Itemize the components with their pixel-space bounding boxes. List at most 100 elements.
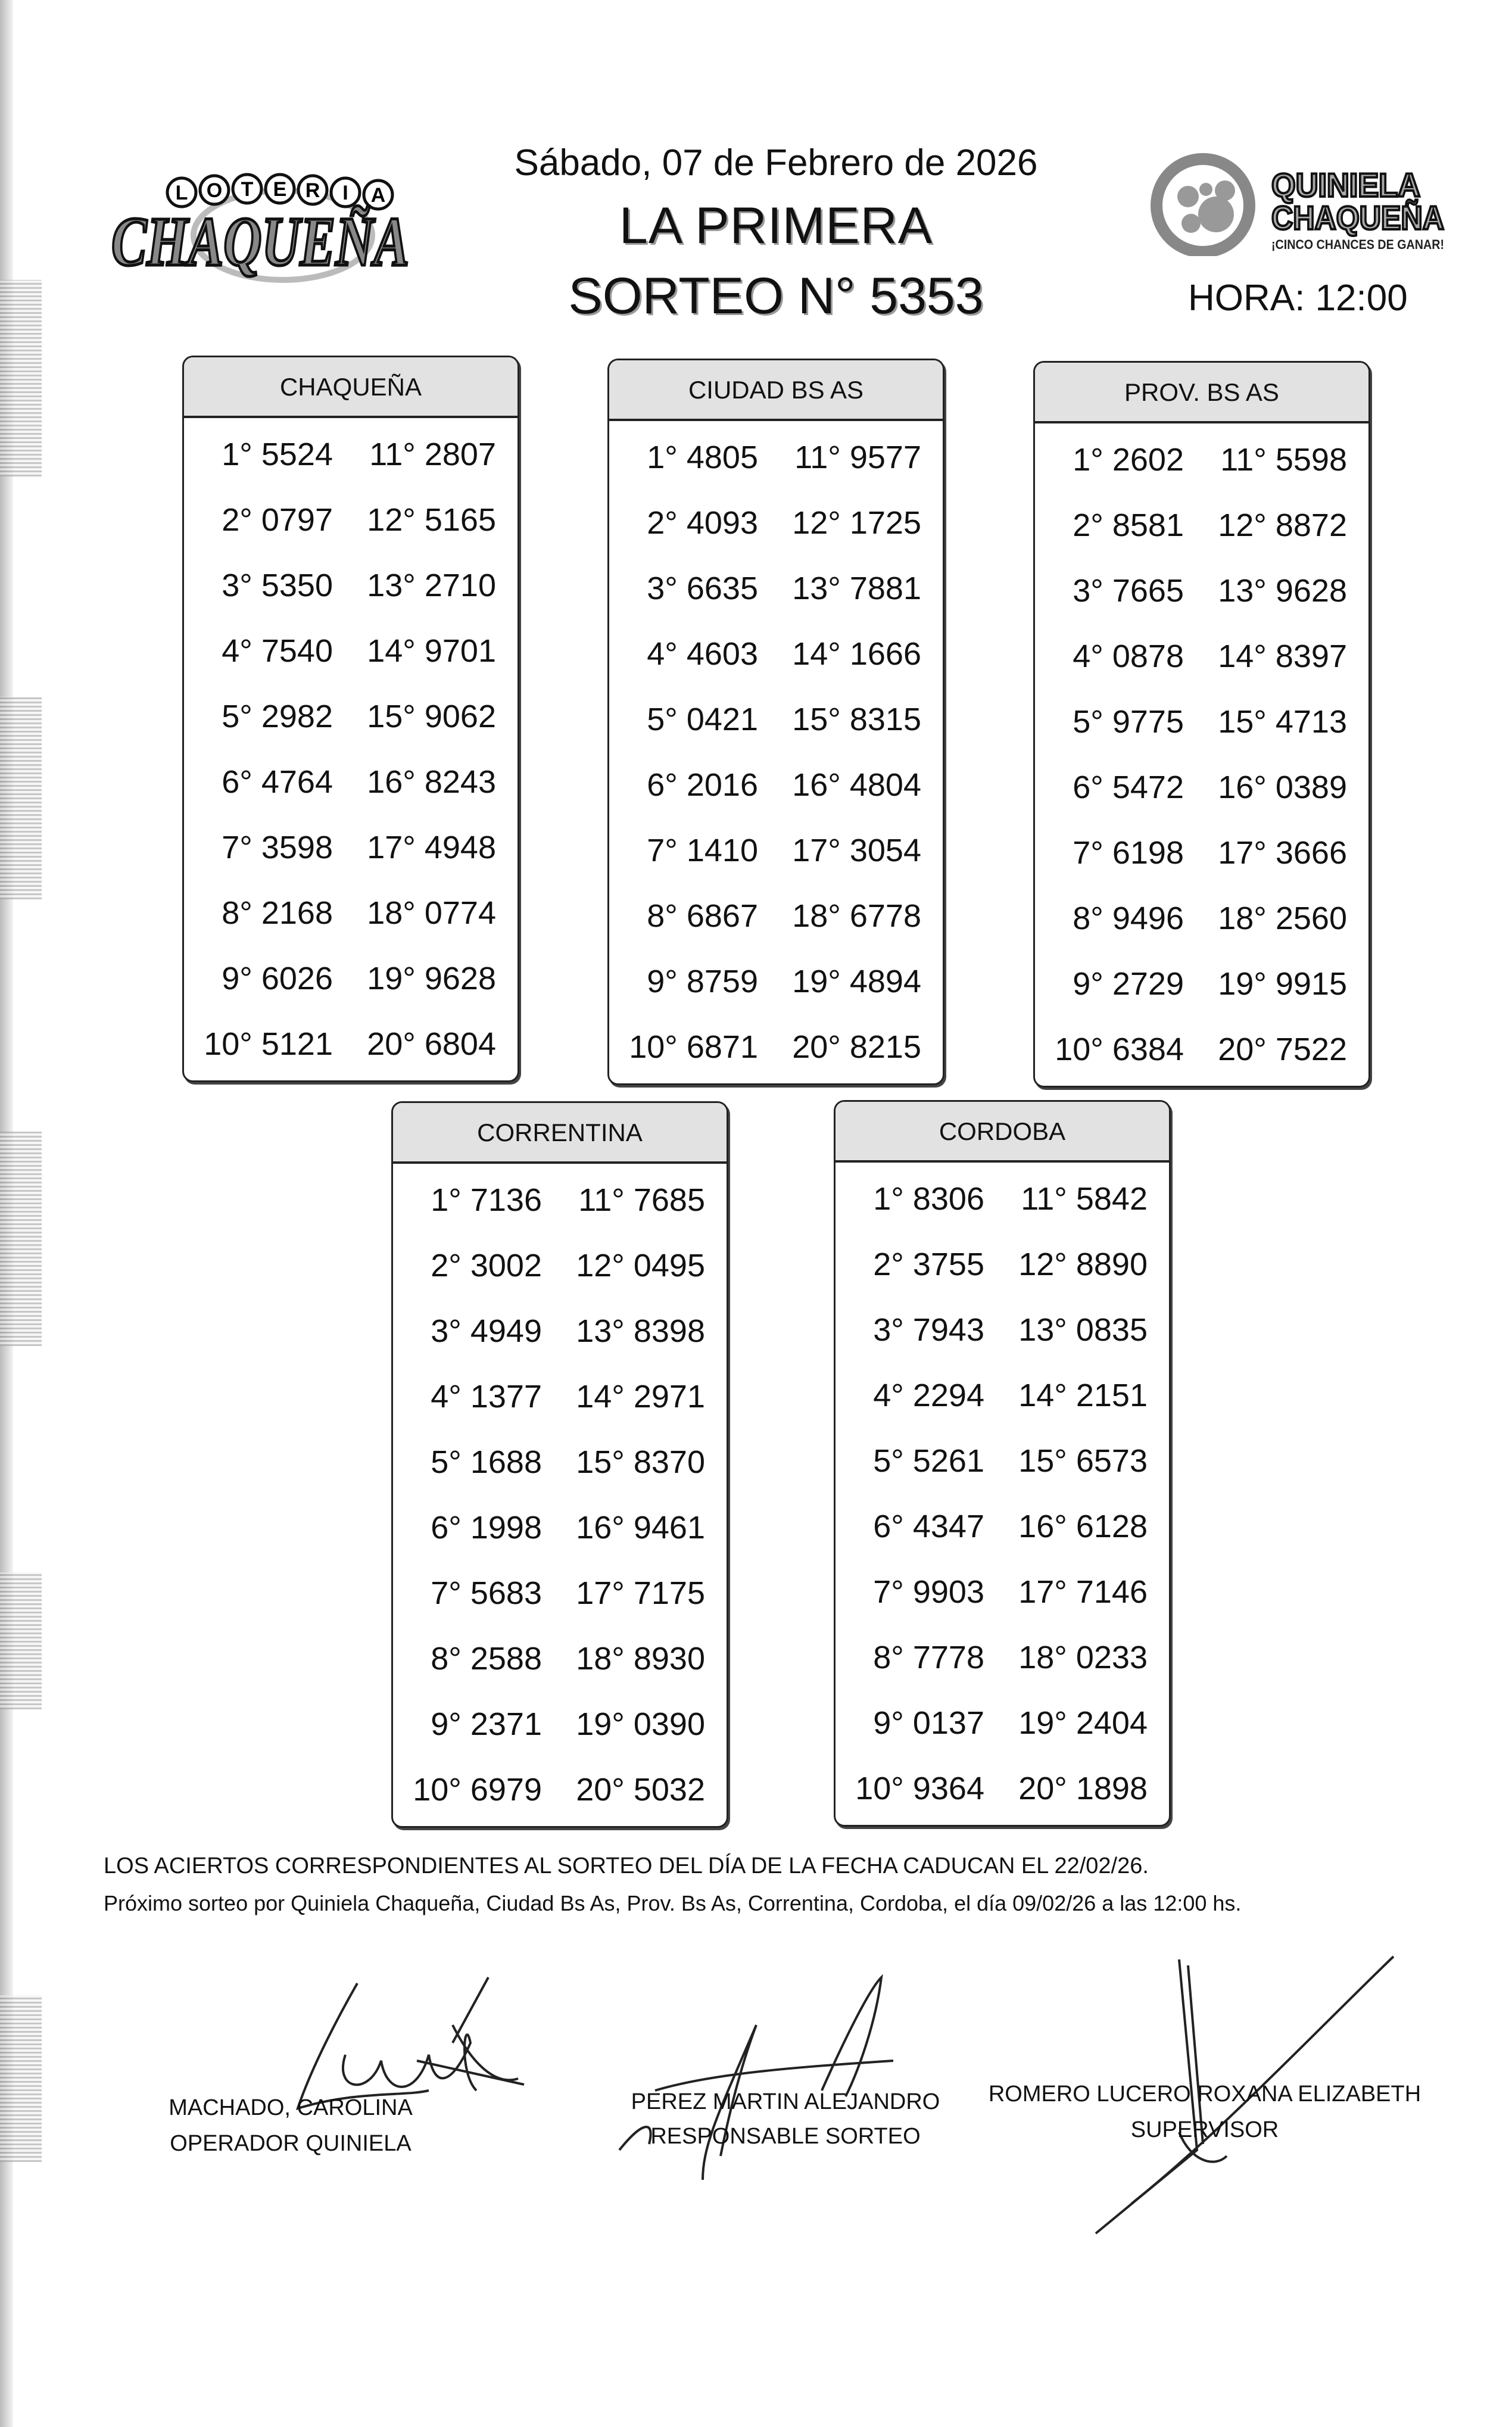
result-number: 1° 4805 [647, 440, 758, 475]
result-number: 11° 5842 [1021, 1181, 1148, 1217]
signature-name-3: ROMERO LUCERO ROXANA ELIZABETH [988, 2082, 1421, 2107]
result-number: 11° 2807 [369, 437, 496, 472]
table-row: 9° 2729 19° 9915 [1035, 950, 1368, 1015]
result-number: 12° 1725 [792, 505, 921, 541]
scan-artifact [0, 697, 42, 899]
table-row: 9° 8759 19° 4894 [609, 948, 943, 1013]
svg-text:T: T [241, 178, 254, 201]
result-number: 2° 8581 [1073, 507, 1184, 543]
result-number: 10° 6384 [1055, 1032, 1184, 1067]
result-number: 6° 2016 [647, 767, 758, 803]
svg-text:I: I [342, 182, 348, 204]
table-row: 2° 3755 12° 8890 [836, 1230, 1169, 1296]
scan-artifact [0, 1132, 42, 1346]
result-number: 18° 8930 [576, 1641, 705, 1677]
table-row: 7° 6198 17° 3666 [1035, 819, 1368, 884]
results-table-chaque-a: CHAQUEÑA 1° 5524 11° 2807 2° 0797 12° 5165 3°… [182, 356, 519, 1082]
result-number: 3° 4949 [431, 1313, 542, 1349]
result-number: 8° 9496 [1073, 901, 1184, 936]
table-header: CORDOBA [836, 1102, 1169, 1163]
scan-artifact [0, 1572, 42, 1709]
result-number: 3° 7665 [1073, 573, 1184, 609]
svg-text:E: E [273, 178, 287, 201]
table-row: 2° 3002 12° 0495 [393, 1232, 727, 1297]
result-number: 16° 6128 [1018, 1509, 1148, 1544]
result-number: 8° 2168 [222, 895, 333, 931]
svg-text:CHAQUEÑA: CHAQUEÑA [1271, 199, 1444, 236]
table-row: 10° 9364 20° 1898 [836, 1755, 1169, 1820]
result-number: 1° 8306 [873, 1181, 984, 1217]
draw-time: HORA: 12:00 [1188, 278, 1408, 319]
result-number: 14° 2151 [1018, 1378, 1148, 1413]
draw-number: SORTEO N° 5353 [568, 267, 984, 325]
result-number: 4° 1377 [431, 1379, 542, 1415]
result-number: 7° 3598 [222, 830, 333, 865]
table-row: 4° 2294 14° 2151 [836, 1362, 1169, 1427]
result-number: 19° 9915 [1218, 966, 1347, 1002]
result-number: 11° 7685 [578, 1182, 705, 1218]
result-number: 14° 2971 [576, 1379, 705, 1415]
result-number: 11° 5598 [1220, 442, 1347, 478]
table-row: 6° 2016 16° 4804 [609, 751, 943, 817]
quiniela-chaquena-logo: QUINIELA CHAQUEÑA ¡CINCO CHANCES DE GANA… [1143, 149, 1447, 258]
result-number: 9° 8759 [647, 964, 758, 999]
result-number: 2° 0797 [222, 502, 333, 538]
result-number: 16° 8243 [367, 764, 496, 800]
table-row: 9° 6026 19° 9628 [184, 945, 517, 1010]
result-number: 5° 9775 [1073, 704, 1184, 740]
result-number: 16° 4804 [792, 767, 921, 803]
result-number: 15° 4713 [1218, 704, 1347, 740]
result-number: 8° 6867 [647, 898, 758, 934]
table-header: CORRENTINA [393, 1103, 727, 1164]
table-row: 10° 6384 20° 7522 [1035, 1015, 1368, 1081]
result-number: 17° 7146 [1018, 1574, 1148, 1610]
table-row: 10° 6979 20° 5032 [393, 1756, 727, 1821]
result-number: 4° 7540 [222, 633, 333, 669]
table-row: 4° 7540 14° 9701 [184, 617, 517, 683]
table-row: 3° 4949 13° 8398 [393, 1297, 727, 1363]
table-row: 1° 4805 11° 9577 [609, 423, 943, 489]
table-header: CIUDAD BS AS [609, 360, 943, 421]
result-number: 17° 4948 [367, 830, 496, 865]
result-number: 9° 6026 [222, 961, 333, 996]
result-number: 14° 1666 [792, 636, 921, 672]
result-number: 19° 2404 [1018, 1705, 1148, 1741]
result-number: 10° 9364 [855, 1771, 984, 1806]
table-row: 6° 5472 16° 0389 [1035, 753, 1368, 819]
result-number: 3° 6635 [647, 571, 758, 606]
result-number: 11° 9577 [794, 440, 921, 475]
result-number: 5° 2982 [222, 699, 333, 734]
svg-text:CHAQUEÑA: CHAQUEÑA [111, 202, 409, 281]
result-number: 15° 9062 [367, 699, 496, 734]
result-number: 6° 4764 [222, 764, 333, 800]
table-row: 5° 9775 15° 4713 [1035, 688, 1368, 753]
result-number: 20° 5032 [576, 1772, 705, 1808]
table-row: 3° 7665 13° 9628 [1035, 557, 1368, 622]
result-number: 6° 4347 [873, 1509, 984, 1544]
svg-text:L: L [176, 182, 188, 204]
result-number: 13° 8398 [576, 1313, 705, 1349]
result-number: 15° 6573 [1018, 1443, 1148, 1479]
result-number: 20° 8215 [792, 1029, 921, 1065]
svg-text:R: R [305, 179, 320, 202]
result-number: 12° 5165 [367, 502, 496, 538]
result-number: 13° 2710 [367, 568, 496, 603]
table-row: 8° 2168 18° 0774 [184, 879, 517, 945]
result-number: 12° 0495 [576, 1248, 705, 1283]
result-number: 7° 1410 [647, 833, 758, 868]
table-row: 8° 9496 18° 2560 [1035, 884, 1368, 950]
result-number: 16° 0389 [1218, 769, 1347, 805]
result-number: 19° 9628 [367, 961, 496, 996]
result-number: 8° 2588 [431, 1641, 542, 1677]
table-row: 3° 6635 13° 7881 [609, 554, 943, 620]
results-table-correntina: CORRENTINA 1° 7136 11° 7685 2° 3002 12° 0495… [391, 1101, 728, 1828]
signature-role-1: OPERADOR QUINIELA [170, 2131, 411, 2156]
result-number: 14° 9701 [367, 633, 496, 669]
table-row: 3° 7943 13° 0835 [836, 1296, 1169, 1362]
result-number: 10° 6871 [629, 1029, 758, 1065]
result-number: 17° 3054 [792, 833, 921, 868]
result-number: 10° 6979 [413, 1772, 542, 1808]
table-row: 1° 5524 11° 2807 [184, 420, 517, 486]
result-number: 6° 5472 [1073, 769, 1184, 805]
results-table-prov-bs-as: PROV. BS AS 1° 2602 11° 5598 2° 8581 12° 887… [1033, 361, 1370, 1088]
